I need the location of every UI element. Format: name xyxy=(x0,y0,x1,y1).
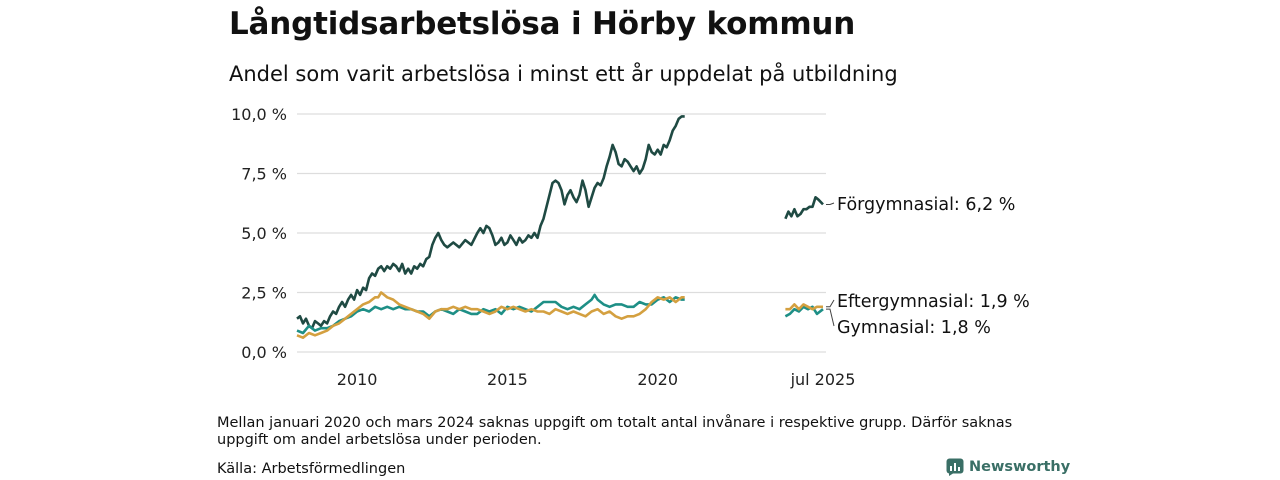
series-line-eftergymnasial-segment-0 xyxy=(296,291,685,339)
x-tick-label: 2015 xyxy=(487,370,528,389)
y-tick-label: 2,5 % xyxy=(241,284,287,303)
brand-logo[interactable]: Newsworthy xyxy=(946,458,1070,476)
y-tick-label: 7,5 % xyxy=(241,165,287,184)
end-label-eftergymnasial: Eftergymnasial: 1,9 % xyxy=(837,292,1030,312)
series-lines xyxy=(296,115,824,339)
newsworthy-logo-icon xyxy=(946,458,964,476)
x-tick-label: 2020 xyxy=(637,370,678,389)
leader-line-eftergymnasial xyxy=(825,299,835,308)
x-tick-label: 2010 xyxy=(337,370,378,389)
y-tick-label: 10,0 % xyxy=(231,105,287,124)
y-tick-label: 0,0 % xyxy=(241,343,287,362)
y-tick-label: 5,0 % xyxy=(241,224,287,243)
series-line-eftergymnasial-segment-1 xyxy=(785,303,823,311)
series-line-gymnasial-segment-0 xyxy=(296,293,685,335)
series-line-gymnasial-segment-1 xyxy=(784,305,824,318)
chart-title: Långtidsarbetslösa i Hörby kommun xyxy=(229,6,856,42)
leader-line-gymnasial xyxy=(825,308,835,327)
y-axis: 0,0 % 2,5 % 5,0 % 7,5 % 10,0 % xyxy=(231,105,287,362)
series-end-labels: Förgymnasial: 6,2 % Gymnasial: 1,8 % Efter… xyxy=(825,195,1030,338)
end-label-forgymnasial: Förgymnasial: 6,2 % xyxy=(837,195,1015,215)
end-label-gymnasial: Gymnasial: 1,8 % xyxy=(837,318,991,338)
series-line-forgymnasial-segment-0 xyxy=(296,115,685,330)
brand-name: Newsworthy xyxy=(969,459,1071,475)
source-text: Källa: Arbetsförmedlingen xyxy=(217,461,406,477)
grid-lines xyxy=(297,113,826,353)
series-line-forgymnasial-segment-1 xyxy=(784,196,824,220)
x-tick-label: jul 2025 xyxy=(790,370,856,389)
leader-line-forgymnasial xyxy=(825,202,835,205)
x-axis: 2010 2015 2020 jul 2025 xyxy=(337,370,856,389)
chart-subtitle: Andel som varit arbetslösa i minst ett å… xyxy=(229,62,898,86)
line-chart: 0,0 % 2,5 % 5,0 % 7,5 % 10,0 % 2010 2015 2020 j… xyxy=(231,105,1030,389)
footnote: Mellan januari 2020 och mars 2024 saknas… xyxy=(217,415,1013,448)
